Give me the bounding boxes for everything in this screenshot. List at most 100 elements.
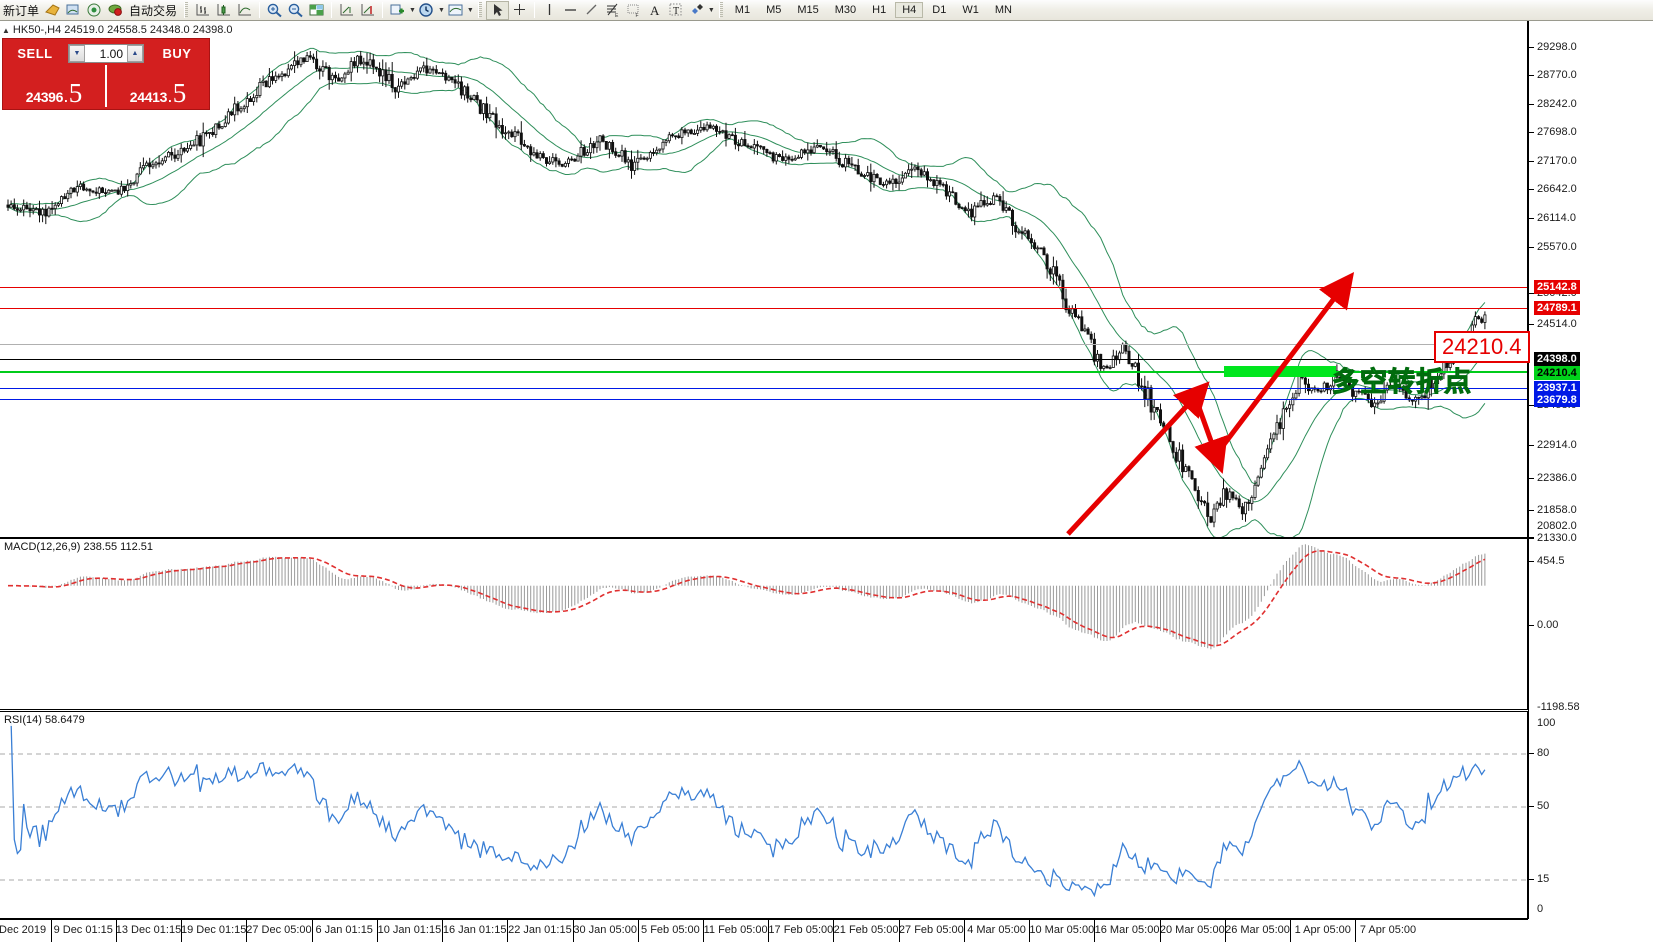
- new-order-button[interactable]: 新订单: [3, 3, 40, 18]
- auto-trading-button[interactable]: 自动交易: [129, 3, 178, 18]
- timeframe-w1[interactable]: W1: [962, 4, 979, 16]
- toolbar-grip[interactable]: [718, 2, 723, 18]
- horizontal-line-icon[interactable]: [560, 1, 581, 20]
- time-axis-tick: 27 Dec 05:00: [246, 924, 312, 936]
- text-icon[interactable]: A: [644, 1, 665, 20]
- templates-icon[interactable]: [445, 1, 466, 20]
- support-line-23937[interactable]: [0, 388, 1527, 389]
- indicators-icon[interactable]: [387, 1, 408, 20]
- macd-axis-tick: 454.5: [1537, 555, 1565, 567]
- volume-stepper[interactable]: ▼ 1.00 ▲: [68, 44, 144, 63]
- volume-value[interactable]: 1.00: [99, 46, 123, 61]
- rsi-canvas: [0, 721, 1527, 898]
- cursor-icon[interactable]: [485, 0, 509, 20]
- resistance-line-25142[interactable]: [0, 287, 1527, 288]
- bar-chart-icon[interactable]: [192, 1, 213, 20]
- timeframe-m15[interactable]: M15: [797, 4, 819, 16]
- price-label-support-1[interactable]: 23937.1: [1534, 381, 1580, 395]
- timeframe-d1[interactable]: D1: [932, 4, 947, 16]
- collapse-triangle-icon[interactable]: ▲: [2, 26, 10, 35]
- shapes-icon[interactable]: [686, 1, 707, 20]
- axis-tick: 21330.0: [1537, 532, 1577, 544]
- resistance-line-24789[interactable]: [0, 308, 1527, 309]
- time-axis-tick: 26 Mar 05:00: [1225, 924, 1290, 936]
- pivot-line-24210[interactable]: [0, 371, 1527, 373]
- sell-price-integer: 24396: [25, 89, 64, 105]
- period-icon[interactable]: [416, 1, 437, 20]
- vertical-line-icon[interactable]: [539, 1, 560, 20]
- price-label-support-2[interactable]: 23679.8: [1534, 393, 1580, 407]
- main-toolbar: 新订单 自动交易: [0, 0, 1653, 21]
- sell-price[interactable]: 24396 . 5: [3, 65, 107, 107]
- zoom-in-icon[interactable]: [264, 1, 285, 20]
- timeframe-m1[interactable]: M1: [734, 4, 751, 16]
- time-axis-tick-mark: [1029, 920, 1031, 942]
- reference-line-24514[interactable]: [0, 344, 1527, 345]
- toolbar-grip[interactable]: [184, 2, 189, 18]
- timeframe-m5[interactable]: M5: [766, 4, 782, 16]
- auto-scroll-icon[interactable]: [357, 1, 378, 20]
- axis-tick: 28242.0: [1537, 98, 1577, 110]
- volume-increment-icon[interactable]: ▲: [127, 45, 143, 62]
- charts-icon[interactable]: [42, 1, 63, 20]
- trendline-icon[interactable]: [581, 1, 602, 20]
- chevron-down-icon[interactable]: ▼: [707, 6, 715, 14]
- data-window-icon[interactable]: [63, 1, 84, 20]
- price-label-pivot[interactable]: 24210.4: [1534, 366, 1580, 380]
- time-axis-tick-mark: [376, 920, 378, 942]
- timeframe-m30[interactable]: M30: [834, 4, 857, 16]
- time-axis-tick: 17 Feb 05:00: [768, 924, 834, 936]
- last-price-line-24398[interactable]: [0, 359, 1527, 360]
- buy-price[interactable]: 24413 . 5: [107, 65, 209, 107]
- turning-point-annotation[interactable]: 多空转折点: [1332, 367, 1472, 399]
- toolbar-separator: [382, 2, 384, 18]
- terminal-icon[interactable]: [105, 1, 126, 20]
- text-label-icon[interactable]: F: [623, 1, 644, 20]
- axis-tick: 28770.0: [1537, 69, 1577, 81]
- axis-tick: 27698.0: [1537, 126, 1577, 138]
- time-axis-tick: 1 Apr 05:00: [1294, 924, 1351, 936]
- price-label-resistance-2[interactable]: 24789.1: [1534, 301, 1580, 315]
- rsi-axis-tick: 0: [1537, 903, 1544, 915]
- time-axis-tick: 10 Jan 01:15: [377, 924, 442, 936]
- timeframe-h4[interactable]: H4: [895, 2, 924, 18]
- crosshair-icon[interactable]: [509, 1, 530, 20]
- price-label-last[interactable]: 24398.0: [1534, 352, 1580, 366]
- buy-button[interactable]: BUY: [162, 46, 192, 61]
- price-label-resistance-1[interactable]: 25142.8: [1534, 280, 1580, 294]
- price-callout-box[interactable]: 24210.4: [1434, 331, 1530, 363]
- line-chart-icon[interactable]: [234, 1, 255, 20]
- timeframe-mn[interactable]: MN: [994, 4, 1012, 16]
- time-axis-tick: 5 Dec 2019: [0, 924, 47, 936]
- time-axis-tick: 11 Feb 05:00: [703, 924, 768, 936]
- navigator-icon[interactable]: [84, 1, 105, 20]
- zoom-out-icon[interactable]: [285, 1, 306, 20]
- sell-button[interactable]: SELL: [17, 46, 53, 61]
- text-box-icon[interactable]: T: [665, 1, 686, 20]
- toolbar-grip[interactable]: [477, 2, 482, 18]
- timeframe-h1[interactable]: H1: [872, 4, 887, 16]
- buy-price-dot: .: [168, 90, 172, 105]
- candlestick-chart-icon[interactable]: [213, 1, 234, 20]
- one-click-trading-panel[interactable]: SELL ▼ 1.00 ▲ BUY 24396 . 5 24413 . 5: [2, 38, 210, 110]
- shift-end-icon[interactable]: [336, 1, 357, 20]
- time-axis-tick: 27 Feb 05:00: [898, 924, 964, 936]
- axis-tick: 22386.0: [1537, 472, 1577, 484]
- chevron-down-icon[interactable]: ▼: [437, 6, 445, 14]
- supply-demand-zone-box[interactable]: [1224, 366, 1336, 377]
- macd-indicator-pane[interactable]: MACD(12,26,9) 238.55 112.51: [0, 538, 1528, 710]
- chevron-down-icon[interactable]: ▼: [466, 6, 474, 14]
- sell-price-dot: .: [64, 90, 68, 105]
- price-chart-canvas: [6, 47, 1487, 537]
- fibonacci-icon[interactable]: E: [602, 1, 623, 20]
- rsi-indicator-pane[interactable]: RSI(14) 58.6479: [0, 711, 1528, 919]
- support-line-23679[interactable]: [0, 399, 1527, 400]
- price-chart-pane[interactable]: [0, 21, 1528, 538]
- grid-icon[interactable]: [306, 1, 327, 20]
- macd-label: MACD(12,26,9) 238.55 112.51: [4, 541, 153, 553]
- chevron-down-icon[interactable]: ▼: [409, 6, 416, 14]
- axis-tick: 24514.0: [1537, 318, 1577, 330]
- price-scale-axis[interactable]: 29298.0 28770.0 28242.0 27698.0 27170.0 …: [1528, 21, 1653, 919]
- volume-decrement-icon[interactable]: ▼: [69, 45, 85, 62]
